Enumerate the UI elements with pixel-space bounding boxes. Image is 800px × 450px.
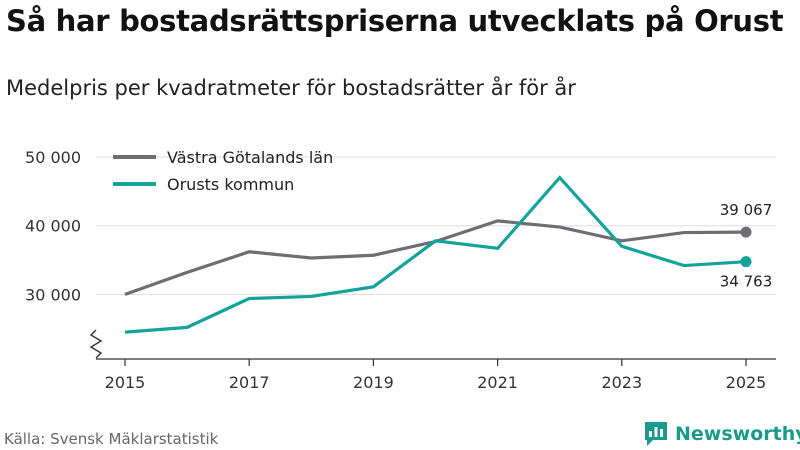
y-tick-label: 30 000: [25, 285, 81, 304]
x-tick-label: 2025: [726, 373, 767, 392]
y-tick-label: 50 000: [25, 148, 81, 167]
x-tick-label: 2017: [229, 373, 270, 392]
chart-subtitle: Medelpris per kvadratmeter för bostadsrä…: [6, 76, 576, 100]
end-value-label: 34 763: [720, 273, 773, 291]
brand-name: Newsworthy: [675, 423, 800, 445]
legend: Västra Götalands län Orusts kommun: [113, 148, 333, 194]
source-note: Källa: Svensk Mäklarstatistik: [4, 430, 219, 448]
legend-label: Orusts kommun: [167, 175, 294, 194]
x-axis: 2015 2017 2019 2021 2023 2025: [89, 329, 776, 392]
x-tick-label: 2019: [353, 373, 394, 392]
series-end-point: [740, 256, 752, 268]
y-tick-label: 40 000: [25, 217, 81, 236]
series-line: [124, 219, 747, 296]
series-line: [124, 175, 747, 334]
end-labels: 39 067 34 763: [720, 201, 773, 291]
end-value-label: 39 067: [720, 201, 773, 219]
x-tick-label: 2015: [105, 373, 146, 392]
legend-label: Västra Götalands län: [167, 148, 333, 167]
axis-break-icon: [89, 329, 103, 359]
brand-logo: Newsworthy: [644, 420, 800, 448]
x-tick-label: 2021: [477, 373, 518, 392]
series-lines: [124, 175, 752, 334]
chart-title: Så har bostadsrättspriserna utvecklats p…: [6, 4, 784, 38]
gridlines: [96, 156, 776, 295]
y-axis-labels: 30 000 40 000 50 000: [25, 148, 81, 304]
series-end-point: [740, 226, 752, 238]
newsworthy-icon: [645, 422, 667, 446]
x-tick-label: 2023: [601, 373, 642, 392]
